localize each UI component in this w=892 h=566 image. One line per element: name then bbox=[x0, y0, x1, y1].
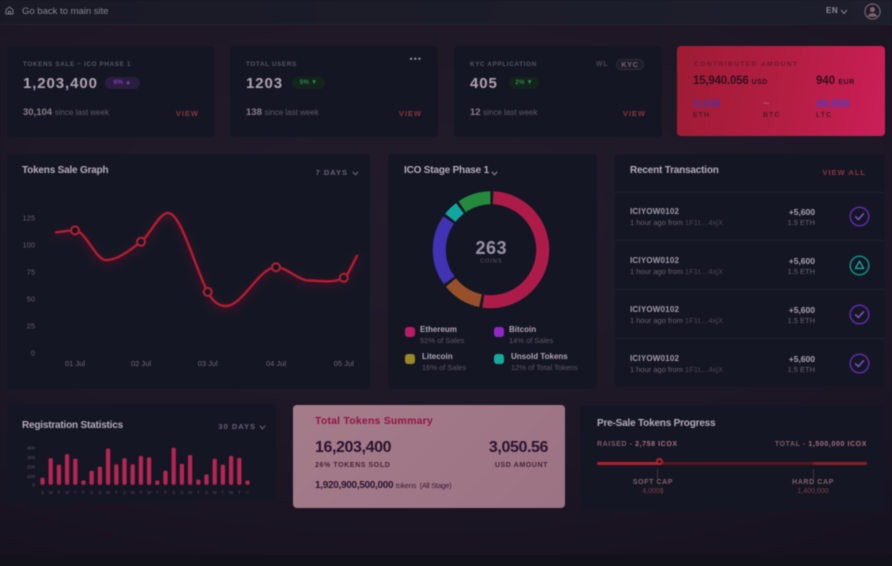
svg-text:400: 400 bbox=[27, 446, 35, 452]
svg-text:04 Jul: 04 Jul bbox=[266, 359, 286, 368]
svg-text:300: 300 bbox=[27, 455, 35, 461]
svg-text:M: M bbox=[106, 490, 110, 495]
svg-text:M: M bbox=[188, 490, 192, 495]
svg-text:T: T bbox=[140, 490, 143, 495]
svg-text:100: 100 bbox=[22, 241, 35, 250]
svg-text:25: 25 bbox=[27, 322, 35, 331]
svg-text:0: 0 bbox=[31, 349, 35, 358]
svg-text:COINS: COINS bbox=[480, 259, 502, 265]
svg-text:100: 100 bbox=[27, 474, 35, 480]
svg-text:S: S bbox=[180, 490, 183, 495]
svg-text:M: M bbox=[213, 490, 217, 495]
svg-text:T: T bbox=[74, 490, 77, 495]
svg-text:T: T bbox=[58, 490, 61, 495]
svg-text:T: T bbox=[197, 490, 200, 495]
svg-text:0: 0 bbox=[32, 483, 35, 489]
svg-text:W: W bbox=[147, 490, 152, 495]
svg-text:05 Jul: 05 Jul bbox=[334, 359, 354, 368]
svg-text:03 Jul: 03 Jul bbox=[198, 359, 218, 368]
svg-text:02 Jul: 02 Jul bbox=[131, 359, 151, 368]
svg-text:75: 75 bbox=[27, 268, 35, 277]
svg-text:M: M bbox=[49, 490, 53, 495]
svg-text:W: W bbox=[229, 490, 234, 495]
svg-text:125: 125 bbox=[22, 214, 35, 223]
svg-text:50: 50 bbox=[27, 295, 35, 304]
svg-text:S: S bbox=[205, 490, 208, 495]
svg-text:200: 200 bbox=[27, 465, 35, 471]
svg-text:M: M bbox=[131, 490, 135, 495]
svg-text:T: T bbox=[156, 490, 159, 495]
svg-text:S: S bbox=[172, 490, 175, 495]
svg-text:T: T bbox=[115, 490, 118, 495]
svg-text:01 Jul: 01 Jul bbox=[65, 359, 85, 368]
svg-text:F: F bbox=[246, 490, 249, 495]
svg-text:T: T bbox=[222, 490, 225, 495]
svg-text:S: S bbox=[90, 490, 93, 495]
svg-text:F: F bbox=[82, 490, 85, 495]
svg-text:S: S bbox=[41, 490, 44, 495]
svg-text:F: F bbox=[164, 490, 167, 495]
svg-text:263: 263 bbox=[476, 238, 508, 258]
svg-text:W: W bbox=[65, 490, 70, 495]
svg-text:T: T bbox=[238, 490, 241, 495]
svg-text:S: S bbox=[98, 490, 101, 495]
svg-text:S: S bbox=[123, 490, 126, 495]
